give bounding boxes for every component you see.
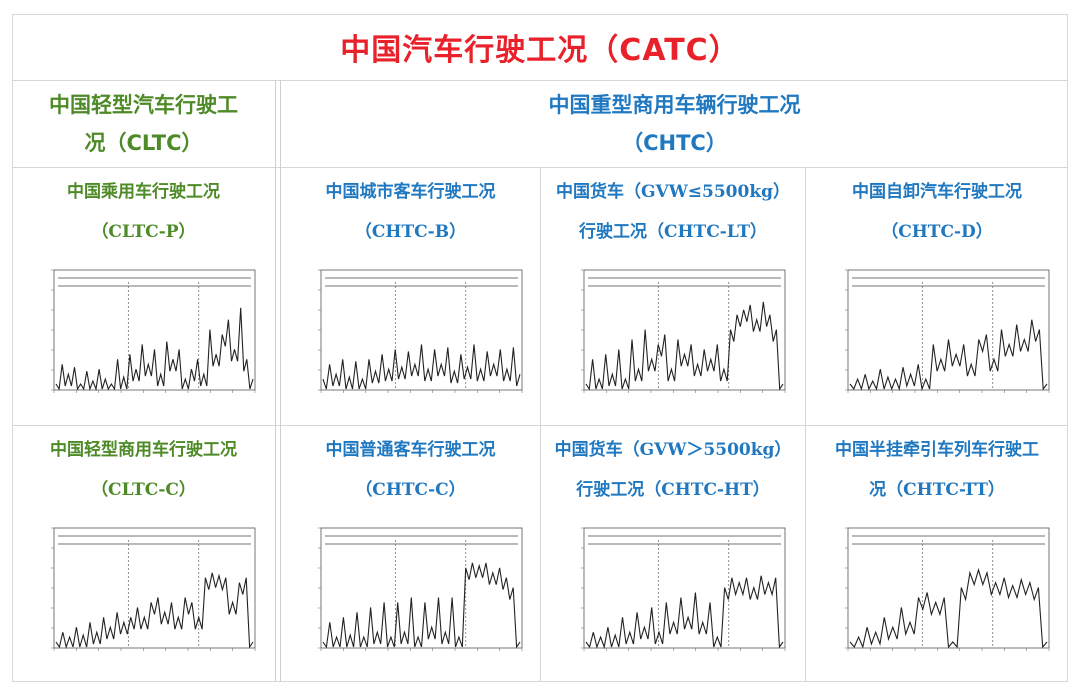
cell-title-line: （CHTC-B）: [354, 222, 467, 242]
speed-trace: [585, 575, 783, 650]
heavy-vehicle-header: 中国重型商用车辆行驶工况 （CHTC）: [281, 86, 1068, 162]
cell-title-line: 行驶工况（CHTC-LT）: [578, 222, 768, 242]
plot-axes: [53, 527, 256, 649]
speed-trace-plot-chtc-ht: [580, 527, 785, 651]
speed-trace: [322, 344, 521, 390]
speed-trace-plot-chtc-d: [844, 269, 1049, 393]
page-title: 中国汽车行驶工况（CATC）: [340, 33, 740, 68]
header-line: 中国轻型汽车行驶工: [49, 93, 238, 117]
speed-trace-plot-cltc-p: [51, 269, 256, 393]
cell-title-line: 中国轻型商用车行驶工况: [50, 440, 237, 460]
speed-trace-plot-chtc-tt: [844, 527, 1049, 651]
cell-title-chtc-b: 中国城市客车行驶工况 （CHTC-B）: [281, 172, 540, 252]
speed-trace: [849, 319, 1047, 392]
plot-axes: [847, 269, 1049, 391]
speed-trace-plot-chtc-b: [318, 269, 523, 393]
speed-trace: [849, 567, 1047, 649]
cell-title-line: （CLTC-P）: [91, 222, 196, 242]
speed-trace: [322, 562, 521, 649]
divider: [12, 80, 1068, 81]
cell-title-line: 中国自卸汽车行驶工况: [852, 182, 1022, 202]
cell-title-line: 中国普通客车行驶工况: [325, 440, 496, 460]
cell-title-chtc-tt: 中国半挂牵引车列车行驶工 况（CHTC-TT）: [806, 430, 1068, 510]
cell-title-line: 况（CHTC-TT）: [869, 480, 1005, 500]
plot-axes: [583, 269, 785, 391]
speed-trace-plot-chtc-c: [318, 527, 523, 651]
divider: [805, 167, 806, 682]
cell-title-chtc-lt: 中国货车（GVW≤5500kg） 行驶工况（CHTC-LT）: [541, 172, 805, 252]
cell-title-cltc-p: 中国乘用车行驶工况 （CLTC-P）: [12, 172, 275, 252]
cell-title-line: 中国货车（GVW≤5500kg）: [555, 182, 791, 202]
plot-axes: [583, 527, 785, 649]
header-line: （CHTC）: [622, 131, 727, 155]
cell-title-cltc-c: 中国轻型商用车行驶工况 （CLTC-C）: [12, 430, 275, 510]
cell-title-line: 中国半挂牵引车列车行驶工: [835, 440, 1039, 460]
cell-title-line: （CHTC-D）: [881, 222, 993, 242]
cell-title-line: 中国乘用车行驶工况: [67, 182, 220, 202]
cell-title-line: （CHTC-C）: [355, 480, 466, 500]
cell-title-chtc-d: 中国自卸汽车行驶工况 （CHTC-D）: [806, 172, 1068, 252]
cell-title-line: （CLTC-C）: [91, 480, 196, 500]
cell-title-chtc-ht: 中国货车（GVW＞5500kg） 行驶工况（CHTC-HT）: [541, 430, 805, 510]
speed-trace: [55, 572, 254, 649]
light-vehicle-header: 中国轻型汽车行驶工 况（CLTC）: [12, 86, 275, 162]
plot-axes: [53, 269, 256, 391]
speed-trace: [55, 307, 254, 392]
cell-title-line: 行驶工况（CHTC-HT）: [576, 480, 770, 500]
cell-title-chtc-c: 中国普通客车行驶工况 （CHTC-C）: [281, 430, 540, 510]
divider: [540, 167, 541, 682]
speed-trace: [585, 301, 783, 391]
cell-title-line: 中国城市客车行驶工况: [325, 182, 496, 202]
speed-trace-plot-chtc-lt: [580, 269, 785, 393]
cell-title-line: 中国货车（GVW＞5500kg）: [554, 440, 792, 460]
header-line: 中国重型商用车辆行驶工况: [548, 93, 801, 117]
header-line: 况（CLTC）: [84, 131, 203, 155]
plot-axes: [320, 527, 523, 649]
speed-trace-plot-cltc-c: [51, 527, 256, 651]
divider: [275, 80, 281, 682]
